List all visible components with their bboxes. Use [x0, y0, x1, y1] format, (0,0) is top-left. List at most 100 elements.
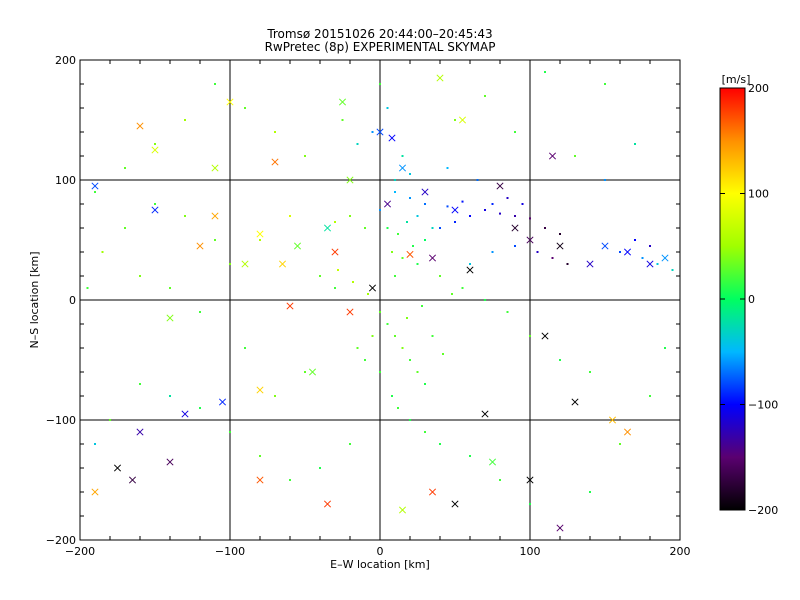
scatter-point-x — [496, 182, 504, 190]
scatter-point-x — [556, 242, 564, 250]
scatter-point-dot — [386, 227, 389, 229]
scatter-point-x — [128, 476, 137, 484]
scatter-point-x — [383, 200, 392, 208]
scatter-point-dot — [544, 71, 546, 73]
scatter-point-dot — [334, 221, 336, 223]
x-axis-label: E–W location [km] — [330, 558, 430, 571]
scatter-point-dot — [521, 203, 524, 205]
scatter-point-dot — [259, 239, 261, 241]
scatter-point-dot — [379, 371, 381, 373]
scatter-point-dot — [469, 215, 471, 217]
scatter-point-dot — [214, 239, 216, 241]
scatter-point-x — [466, 266, 474, 274]
scatter-point-dot — [367, 293, 369, 295]
scatter-point-dot — [244, 347, 246, 349]
scatter-point-dot — [442, 353, 444, 355]
scatter-point-dot — [154, 203, 156, 205]
scatter-point-dot — [484, 95, 486, 97]
scatter-point-x — [241, 260, 249, 268]
scatter-point-dot — [634, 143, 636, 145]
scatter-point-dot — [484, 209, 486, 211]
scatter-point-dot — [664, 347, 666, 349]
scatter-point-dot — [656, 263, 659, 265]
scatter-point-dot — [356, 143, 359, 145]
scatter-point-x — [271, 158, 279, 166]
scatter-point-dot — [229, 263, 231, 265]
x-tick-label: −100 — [215, 545, 245, 558]
scatter-point-x — [458, 116, 467, 124]
y-axis-ticks: −200 −100 0 100 200 — [46, 54, 680, 547]
scatter-point-dot — [289, 215, 291, 217]
scatter-point-dot — [337, 269, 339, 271]
scatter-point-dot — [529, 335, 531, 337]
scatter-point-x — [428, 254, 437, 262]
scatter-point-dot — [619, 443, 621, 445]
scatter-point-dot — [364, 359, 366, 361]
scatter-point-x — [601, 242, 609, 250]
scatter-point-x — [436, 74, 444, 82]
scatter-point-dot — [409, 359, 411, 361]
scatter-point-x — [556, 524, 564, 532]
scatter-point-x — [571, 398, 579, 406]
scatter-point-x — [166, 458, 174, 466]
scatter-point-dot — [391, 395, 393, 397]
scatter-point-dot — [514, 215, 516, 217]
scatter-point-dot — [424, 383, 426, 385]
scatter-point-x — [166, 314, 174, 322]
scatter-point-dot — [431, 227, 434, 229]
scatter-point-x — [256, 230, 264, 238]
scatter-point-dot — [109, 419, 111, 421]
x-axis-ticks: −200 −100 0 100 200 — [65, 60, 691, 558]
scatter-point-x — [211, 212, 219, 220]
scatter-point-x — [661, 254, 669, 262]
scatter-point-dot — [397, 233, 399, 235]
scatter-point-x — [293, 242, 302, 250]
scatter-point-dot — [274, 131, 276, 133]
scatter-point-dot — [529, 503, 531, 505]
scatter-point-dot — [394, 179, 396, 181]
colorbar-tick-label: 100 — [748, 188, 769, 201]
scatter-point-x — [398, 506, 407, 514]
scatter-point-dot — [451, 293, 453, 295]
scatter-point-x — [196, 242, 204, 250]
scatter-point-dot — [641, 257, 644, 259]
x-tick-label: 200 — [670, 545, 691, 558]
scatter-point-dot — [506, 197, 509, 199]
scatter-point-x — [623, 428, 632, 436]
scatter-point-dot — [574, 155, 576, 157]
scatter-point-x — [338, 98, 347, 106]
scatter-point-dot — [319, 275, 321, 277]
scatter-point-x — [526, 236, 534, 244]
scatter-point-x — [511, 224, 519, 232]
scatter-point-dot — [476, 179, 479, 181]
scatter-point-x — [151, 206, 159, 214]
scatter-point-dot — [214, 83, 216, 85]
scatter-point-x — [451, 206, 459, 214]
scatter-point-x — [481, 410, 489, 418]
scatter-point-dot — [124, 227, 126, 229]
scatter-point-dot — [349, 215, 351, 217]
scatter-point-dot — [506, 311, 509, 313]
scatter-point-dot — [319, 467, 321, 469]
scatter-point-dot — [671, 269, 674, 271]
scatter-point-dot — [199, 407, 201, 409]
scatter-point-x — [488, 458, 497, 466]
scatter-point-dot — [589, 371, 591, 373]
scatter-point-dot — [461, 200, 464, 203]
x-tick-label: −200 — [65, 545, 95, 558]
scatter-point-dot — [566, 263, 569, 265]
scatter-point-dot — [184, 119, 186, 121]
scatter-point-dot — [86, 287, 89, 289]
y-tick-label: 100 — [55, 174, 76, 187]
scatter-point-dot — [559, 233, 561, 235]
y-tick-label: −200 — [46, 534, 76, 547]
scatter-point-x — [388, 134, 396, 142]
scatter-point-dot — [416, 215, 419, 217]
scatter-point-x — [541, 332, 549, 340]
scatter-point-x — [151, 146, 159, 154]
scatter-point-x — [346, 176, 354, 184]
scatter-point-dot — [386, 107, 389, 109]
scatter-point-x — [451, 500, 459, 508]
scatter-point-dot — [559, 359, 561, 361]
scatter-point-dot — [439, 227, 441, 229]
